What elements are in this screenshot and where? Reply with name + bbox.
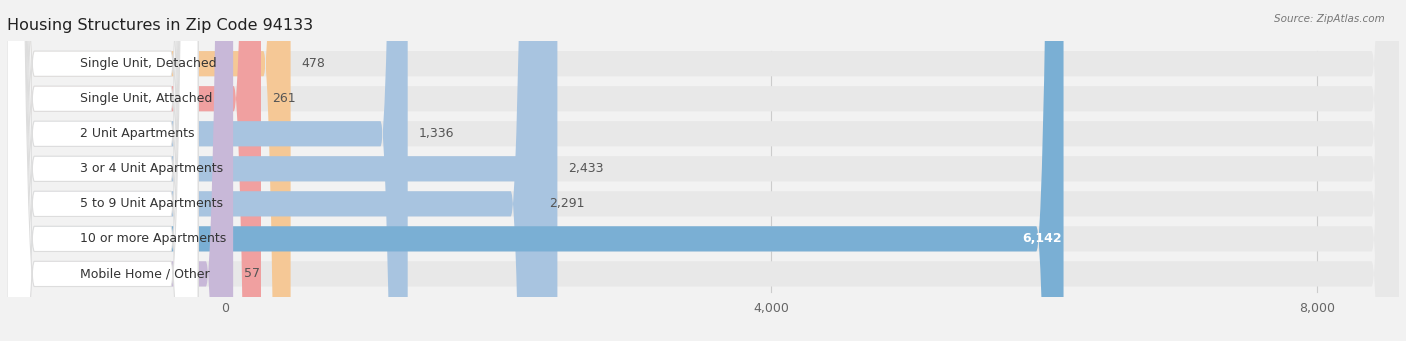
Text: 261: 261 — [271, 92, 295, 105]
FancyBboxPatch shape — [7, 0, 538, 341]
Text: 10 or more Apartments: 10 or more Apartments — [80, 232, 226, 246]
FancyBboxPatch shape — [7, 0, 198, 341]
FancyBboxPatch shape — [7, 0, 1399, 341]
FancyBboxPatch shape — [7, 0, 198, 341]
FancyBboxPatch shape — [7, 0, 262, 341]
Text: 1,336: 1,336 — [419, 127, 454, 140]
Text: 3 or 4 Unit Apartments: 3 or 4 Unit Apartments — [80, 162, 222, 175]
Text: 2,433: 2,433 — [568, 162, 603, 175]
Text: Source: ZipAtlas.com: Source: ZipAtlas.com — [1274, 14, 1385, 24]
FancyBboxPatch shape — [7, 0, 1399, 341]
FancyBboxPatch shape — [7, 0, 1399, 341]
FancyBboxPatch shape — [7, 0, 1063, 341]
Text: 57: 57 — [245, 267, 260, 280]
FancyBboxPatch shape — [7, 0, 233, 341]
Text: 5 to 9 Unit Apartments: 5 to 9 Unit Apartments — [80, 197, 222, 210]
Text: Housing Structures in Zip Code 94133: Housing Structures in Zip Code 94133 — [7, 18, 314, 33]
Text: Single Unit, Attached: Single Unit, Attached — [80, 92, 212, 105]
FancyBboxPatch shape — [7, 0, 198, 341]
Text: 478: 478 — [301, 57, 325, 70]
FancyBboxPatch shape — [7, 0, 198, 341]
FancyBboxPatch shape — [7, 0, 557, 341]
FancyBboxPatch shape — [7, 0, 408, 341]
FancyBboxPatch shape — [7, 0, 1399, 341]
FancyBboxPatch shape — [7, 0, 1399, 341]
FancyBboxPatch shape — [7, 0, 1399, 341]
FancyBboxPatch shape — [7, 0, 1399, 341]
FancyBboxPatch shape — [7, 0, 198, 341]
Text: 2 Unit Apartments: 2 Unit Apartments — [80, 127, 194, 140]
Text: 6,142: 6,142 — [1022, 232, 1062, 246]
FancyBboxPatch shape — [7, 0, 198, 341]
Text: Mobile Home / Other: Mobile Home / Other — [80, 267, 209, 280]
Text: Single Unit, Detached: Single Unit, Detached — [80, 57, 217, 70]
FancyBboxPatch shape — [7, 0, 198, 341]
Text: 2,291: 2,291 — [548, 197, 585, 210]
FancyBboxPatch shape — [7, 0, 291, 341]
